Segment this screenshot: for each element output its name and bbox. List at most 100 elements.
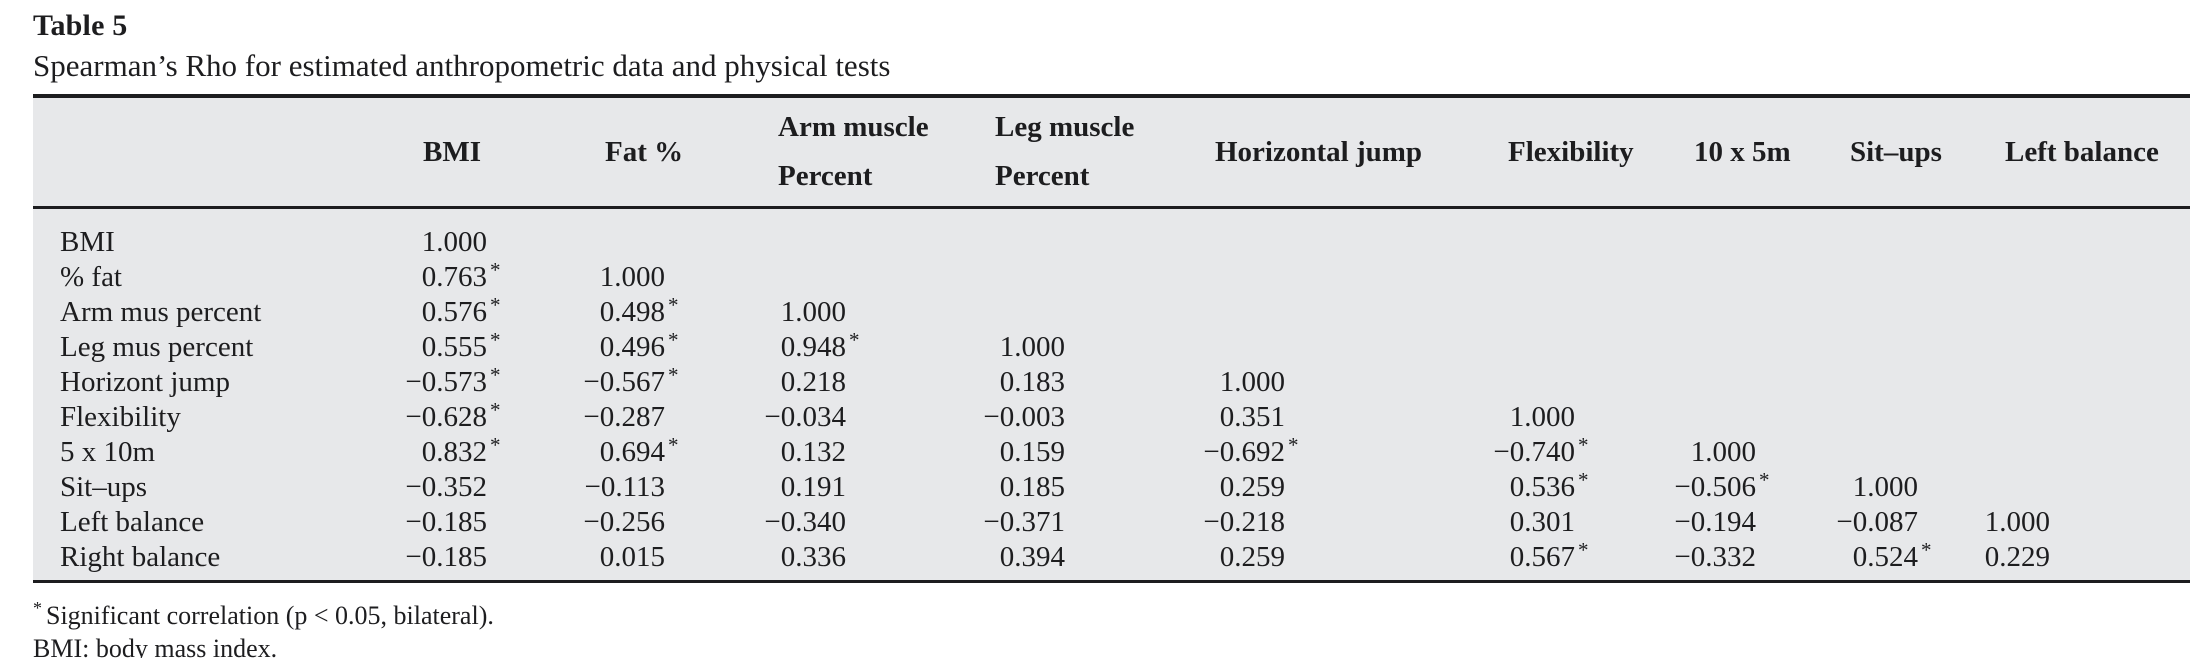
table-row: Leg mus percent 0.555 * 0.496 * 0.948 * 1.000 <box>33 330 2190 365</box>
table-row: Sit–ups −0.352 −0.113 0.191 0.185 0.259 0.536 *… <box>33 470 2190 505</box>
correlation-cell: −0.185 <box>405 506 487 538</box>
row-label: Horizont jump <box>60 366 230 398</box>
correlation-cell <box>1599 208 1780 261</box>
correlation-cell <box>870 295 1089 330</box>
correlation-cell: 1.000 <box>780 296 846 328</box>
correlation-cell: 0.229 <box>1984 541 2050 573</box>
spacer-cell <box>2074 330 2190 365</box>
correlation-cell: 1.000 <box>1984 506 2050 538</box>
spacer-cell <box>2074 365 2190 400</box>
correlation-cell <box>1599 260 1780 295</box>
row-label: Left balance <box>60 506 205 538</box>
correlation-cell <box>1780 365 1942 400</box>
correlation-cell: 0.832 * <box>421 433 501 468</box>
significance-asterisk: * <box>849 328 860 353</box>
correlation-cell: −0.340 <box>764 506 846 538</box>
table-row: Horizont jump −0.573 * −0.567 * 0.218 0.183 1.0… <box>33 365 2190 400</box>
spacer-cell <box>2074 295 2190 330</box>
correlation-cell: −0.332 <box>1674 541 1756 573</box>
correlation-cell <box>1599 330 1780 365</box>
row-label: Flexibility <box>60 401 181 433</box>
correlation-cell: −0.352 <box>405 471 487 503</box>
significance-asterisk: * <box>490 398 501 423</box>
table-label: Table 5 <box>33 9 128 42</box>
correlation-cell: −0.003 <box>983 401 1065 433</box>
correlation-cell: −0.256 <box>583 506 665 538</box>
correlation-table: BMI Fat % Arm muscle Percent Leg muscle Perce… <box>33 94 2190 583</box>
correlation-cell <box>1942 260 2074 295</box>
header-cell-left-balance: Left balance <box>2005 135 2159 168</box>
correlation-cell: 1.000 <box>1509 401 1575 433</box>
footnote-bmi-definition: BMI: body mass index. <box>33 634 278 658</box>
footnote-significance-text: Significant correlation (p < 0.05, bilat… <box>46 601 494 630</box>
correlation-cell: 0.498 * <box>599 293 679 328</box>
row-label: Arm mus percent <box>60 296 262 328</box>
correlation-cell: 0.336 <box>780 541 846 573</box>
spacer-cell <box>2074 260 2190 295</box>
asterisk-marker: * <box>33 598 42 619</box>
header-cell-fat-percent: Fat % <box>605 135 684 168</box>
row-label: 5 x 10m <box>60 436 156 468</box>
correlation-cell: 0.694 * <box>599 433 679 468</box>
correlation-cell: 0.351 <box>1219 401 1285 433</box>
footnote-significance: * Significant correlation (p < 0.05, bila… <box>33 599 2212 632</box>
correlation-cell <box>1942 365 2074 400</box>
correlation-cell <box>1599 295 1780 330</box>
table-body: BMI 1.000% fat 0.763 * 1.000 Arm mus percent 0… <box>33 208 2190 582</box>
correlation-cell <box>689 208 870 261</box>
correlation-cell: 0.301 <box>1509 506 1575 538</box>
correlation-cell <box>1780 435 1942 470</box>
correlation-cell: 0.183 <box>999 366 1065 398</box>
table-row: Right balance −0.185 0.015 0.336 0.394 0.259 0… <box>33 540 2190 582</box>
correlation-cell: −0.194 <box>1674 506 1756 538</box>
correlation-cell: 0.567 * <box>1509 538 1589 573</box>
header-row: BMI Fat % Arm muscle Percent Leg muscle Perce… <box>33 96 2190 208</box>
row-label: Right balance <box>60 541 221 573</box>
correlation-cell: 0.185 <box>999 471 1065 503</box>
header-cell-horizontal-jump: Horizontal jump <box>1215 135 1423 168</box>
correlation-cell <box>1780 260 1942 295</box>
table-row: Flexibility −0.628 * −0.287 −0.034 −0.003 0.35… <box>33 400 2190 435</box>
correlation-cell: −0.692 * <box>1203 433 1299 468</box>
header-cell-bmi: BMI <box>423 135 481 168</box>
correlation-cell: −0.087 <box>1836 506 1918 538</box>
correlation-cell: −0.371 <box>983 506 1065 538</box>
correlation-cell <box>1309 208 1599 261</box>
correlation-cell <box>1780 295 1942 330</box>
correlation-cell: 1.000 <box>1852 471 1918 503</box>
table-header: BMI Fat % Arm muscle Percent Leg muscle Perce… <box>33 96 2190 208</box>
correlation-cell: 1.000 <box>999 331 1065 363</box>
significance-asterisk: * <box>668 293 679 318</box>
correlation-cell: −0.628 * <box>405 398 501 433</box>
significance-asterisk: * <box>1578 468 1589 493</box>
correlation-cell: −0.185 <box>405 541 487 573</box>
correlation-cell: 0.015 <box>599 541 665 573</box>
significance-asterisk: * <box>490 433 501 458</box>
correlation-cell: 0.763 * <box>421 258 501 293</box>
significance-asterisk: * <box>490 363 501 388</box>
correlation-cell <box>1309 295 1599 330</box>
table-row: % fat 0.763 * 1.000 <box>33 260 2190 295</box>
correlation-cell <box>1309 365 1599 400</box>
correlation-cell: 0.576 * <box>421 293 501 328</box>
correlation-cell: 0.259 <box>1219 541 1285 573</box>
row-label: Leg mus percent <box>60 331 254 363</box>
spacer-cell <box>2074 208 2190 261</box>
header-cell-row-header <box>33 96 333 208</box>
significance-asterisk: * <box>1759 468 1770 493</box>
correlation-cell <box>1780 208 1942 261</box>
row-label: % fat <box>60 261 122 293</box>
header-cell-10x5m: 10 x 5m <box>1694 135 1791 168</box>
table-caption: Spearman’s Rho for estimated anthropomet… <box>33 48 891 83</box>
correlation-cell: 1.000 <box>599 261 665 293</box>
header-cell-arm-muscle-percent: Arm muscle Percent <box>778 111 929 192</box>
correlation-cell <box>1089 295 1309 330</box>
significance-asterisk: * <box>490 328 501 353</box>
correlation-cell: 0.159 <box>999 436 1065 468</box>
spacer-cell <box>2074 435 2190 470</box>
correlation-cell: 0.259 <box>1219 471 1285 503</box>
correlation-cell: 0.191 <box>780 471 846 503</box>
header-cell-sit-ups: Sit–ups <box>1850 135 1942 168</box>
correlation-cell: 0.132 <box>780 436 846 468</box>
significance-asterisk: * <box>1578 433 1589 458</box>
